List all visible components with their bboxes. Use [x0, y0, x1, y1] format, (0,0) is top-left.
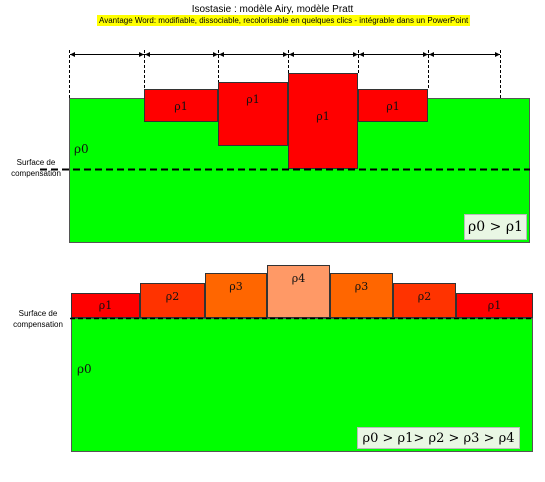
pratt-block-6-label: ρ2 [417, 290, 432, 303]
airy-rho0-label: ρ0 [74, 142, 89, 156]
pratt-block-3: ρ3 [205, 273, 267, 318]
pratt-legend: ρ0 > ρ1> ρ2 > ρ3 > ρ4 [357, 427, 520, 449]
arrowhead [423, 52, 428, 57]
pratt-block-4: ρ4 [267, 265, 330, 318]
arrowhead [359, 52, 364, 57]
arrowhead [495, 52, 500, 57]
airy-block-1: ρ1 [144, 89, 218, 122]
airy-legend: ρ0 > ρ1 [464, 214, 527, 240]
arrowhead [289, 52, 294, 57]
arrowhead [219, 52, 224, 57]
pratt-block-5-label: ρ3 [354, 280, 369, 293]
pratt-block-6: ρ2 [393, 283, 456, 318]
airy-block-3: ρ1 [288, 73, 358, 169]
arrowhead [70, 52, 75, 57]
diagram-subtitle: Avantage Word: modifiable, dissociable, … [97, 15, 471, 26]
pratt-block-2: ρ2 [140, 283, 205, 318]
airy-arrowheads [70, 52, 500, 57]
arrowhead [429, 52, 434, 57]
airy-block-2: ρ1 [218, 82, 288, 146]
pratt-block-3-label: ρ3 [229, 280, 243, 293]
pratt-rho0-label: ρ0 [77, 362, 92, 376]
airy-block-3-label: ρ1 [316, 110, 330, 123]
pratt-block-4-label: ρ4 [291, 272, 306, 285]
pratt-block-2-label: ρ2 [165, 290, 180, 303]
pratt-block-1: ρ1 [71, 293, 140, 318]
arrowhead [353, 52, 358, 57]
airy-block-1-label: ρ1 [174, 100, 188, 113]
airy-surface-label: Surface de compensation [11, 158, 61, 178]
arrowhead [145, 52, 150, 57]
pratt-surface-label: Surface de compensation [13, 309, 63, 329]
pratt-block-7-label: ρ1 [487, 299, 502, 312]
airy-block-2-label: ρ1 [246, 93, 260, 106]
arrowhead [283, 52, 288, 57]
pratt-block-1-label: ρ1 [98, 299, 113, 312]
pratt-block-5: ρ3 [330, 273, 393, 318]
pratt-block-7: ρ1 [456, 293, 533, 318]
arrowhead [139, 52, 144, 57]
diagram-title: Isostasie : modèle Airy, modèle Pratt [191, 4, 354, 15]
airy-block-4-label: ρ1 [386, 100, 400, 113]
airy-width-markers [69, 50, 501, 98]
arrowhead [213, 52, 218, 57]
airy-block-4: ρ1 [358, 89, 428, 122]
